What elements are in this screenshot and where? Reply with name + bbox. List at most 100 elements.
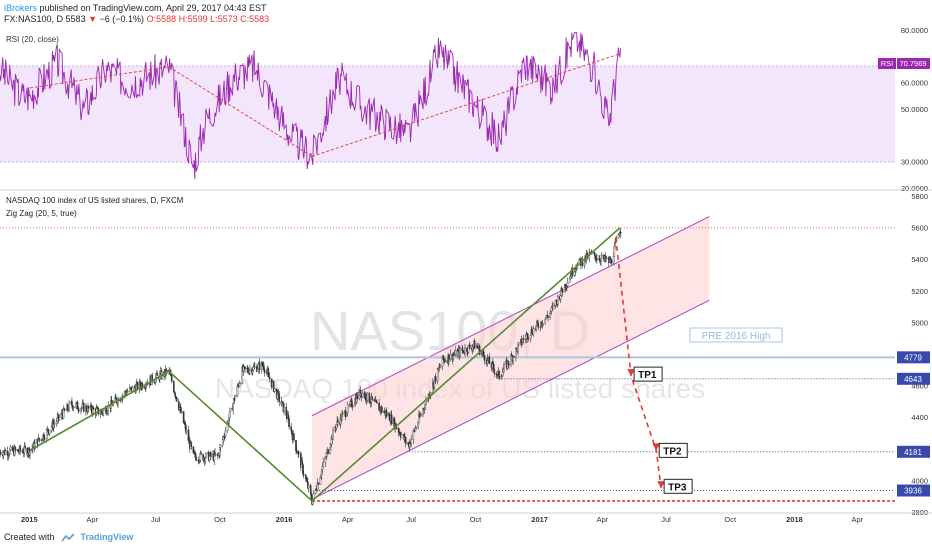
candle-body <box>356 394 359 400</box>
candle-body <box>459 348 461 357</box>
candle-body <box>371 396 373 400</box>
symbol-label: FX:NAS100, D <box>4 14 64 24</box>
price-badge-label: 3936 <box>904 487 922 496</box>
candle-body <box>210 452 212 457</box>
chart-header: iBrokers published on TradingView.com, A… <box>4 3 269 25</box>
zigzag-line <box>29 227 621 503</box>
candle-body <box>322 461 325 467</box>
candle-body <box>542 323 544 325</box>
candle-body <box>395 427 398 429</box>
rsi-line <box>0 32 622 180</box>
candle-body <box>501 371 504 377</box>
tp1-label: TP1 <box>638 370 657 381</box>
candle-body <box>173 381 175 392</box>
candle-body <box>278 393 281 402</box>
candle-body <box>351 406 354 408</box>
candle-body <box>19 446 22 452</box>
price-tick-label: 4400 <box>911 413 928 422</box>
tp3-label: TP3 <box>668 482 687 493</box>
candle-body <box>258 362 261 371</box>
rsi-panel: RSI (20, close) 80.0000 60.0000 50.0000 30.… <box>0 26 930 193</box>
candle-body <box>381 407 383 413</box>
footer: Created with TradingView <box>4 532 133 542</box>
candle-body <box>205 452 207 459</box>
price-candles <box>0 227 622 506</box>
candle-body <box>288 418 290 427</box>
candle-body <box>522 338 525 340</box>
candle-body <box>600 255 603 259</box>
tp3-label-box <box>663 478 693 494</box>
candle-body <box>439 365 442 368</box>
candle-body <box>185 429 188 432</box>
candle-body <box>498 370 500 379</box>
candle-body <box>385 411 388 416</box>
candle-body <box>192 446 195 453</box>
pre-high-label: PRE 2016 High <box>702 331 771 342</box>
rsi-badge-name-bg <box>878 58 896 69</box>
time-tick-label: 2016 <box>276 515 293 524</box>
candle-body <box>58 417 61 420</box>
candle-body <box>503 364 505 370</box>
candle-body <box>527 338 530 340</box>
candle-body <box>249 368 251 371</box>
candle-body <box>43 438 46 440</box>
time-tick-label: Oct <box>724 515 737 524</box>
tradingview-brand[interactable]: TradingView <box>80 532 134 542</box>
candle-body <box>228 410 231 419</box>
candle-body <box>561 291 564 293</box>
candle-body <box>180 411 183 414</box>
candle-body <box>346 404 349 414</box>
candle-body <box>317 482 320 485</box>
target-arrow-path <box>614 236 662 489</box>
candle-body <box>254 366 256 368</box>
created-with-text: Created with <box>4 532 55 542</box>
rsi-tick-label: 50.0000 <box>901 105 928 114</box>
candle-body <box>552 304 554 307</box>
author-link[interactable]: iBrokers <box>4 3 38 13</box>
candle-body <box>48 430 51 434</box>
last-price: 5583 <box>65 14 86 24</box>
candle-body <box>229 408 232 412</box>
candle-body <box>332 429 334 440</box>
candle-body <box>405 442 408 444</box>
price-tick-label: 5200 <box>911 287 928 296</box>
rsi-band <box>0 66 895 162</box>
candle-body <box>78 409 80 412</box>
time-axis: 2015 Apr Jul Oct 2016 Apr Jul Oct 2017 Apr Jul Oct 2… <box>21 515 864 524</box>
candle-body <box>366 392 369 401</box>
price-badge-bg <box>897 372 930 385</box>
candle-body <box>73 406 75 408</box>
candle-body <box>619 232 622 234</box>
candle-body <box>483 355 486 361</box>
candle-body <box>365 394 367 401</box>
price-tick-label: 4000 <box>911 476 928 485</box>
price-panel: NASDAQ 100 index of US listed shares, D,… <box>0 192 930 517</box>
rsi-badge-value-bg <box>897 58 930 69</box>
candle-body <box>68 402 70 411</box>
candle-body <box>415 427 417 429</box>
candle-body <box>478 345 481 355</box>
candle-body <box>508 363 510 366</box>
channel-upper-line <box>311 216 710 417</box>
candle-body <box>547 316 549 318</box>
candle-body <box>410 439 412 445</box>
price-change: −6 (−0.1%) <box>99 14 145 24</box>
tp1-label-box <box>633 366 663 382</box>
candle-body <box>24 446 26 449</box>
price-badge-label: 4181 <box>904 448 922 457</box>
candle-body <box>4 450 7 455</box>
candle-body <box>244 366 246 370</box>
rsi-trendlines <box>29 53 621 157</box>
candle-body <box>307 485 310 489</box>
candle-body <box>219 444 222 448</box>
time-tick-label: Oct <box>214 515 227 524</box>
candle-body <box>493 368 496 374</box>
rsi-trendline <box>311 53 621 157</box>
price-panel-title: NASDAQ 100 index of US listed shares, D,… <box>6 196 184 205</box>
rsi-trendline <box>29 66 170 89</box>
candle-body <box>14 447 17 451</box>
candle-body <box>126 391 129 393</box>
candle-body <box>151 374 153 383</box>
candle-body <box>156 372 158 376</box>
